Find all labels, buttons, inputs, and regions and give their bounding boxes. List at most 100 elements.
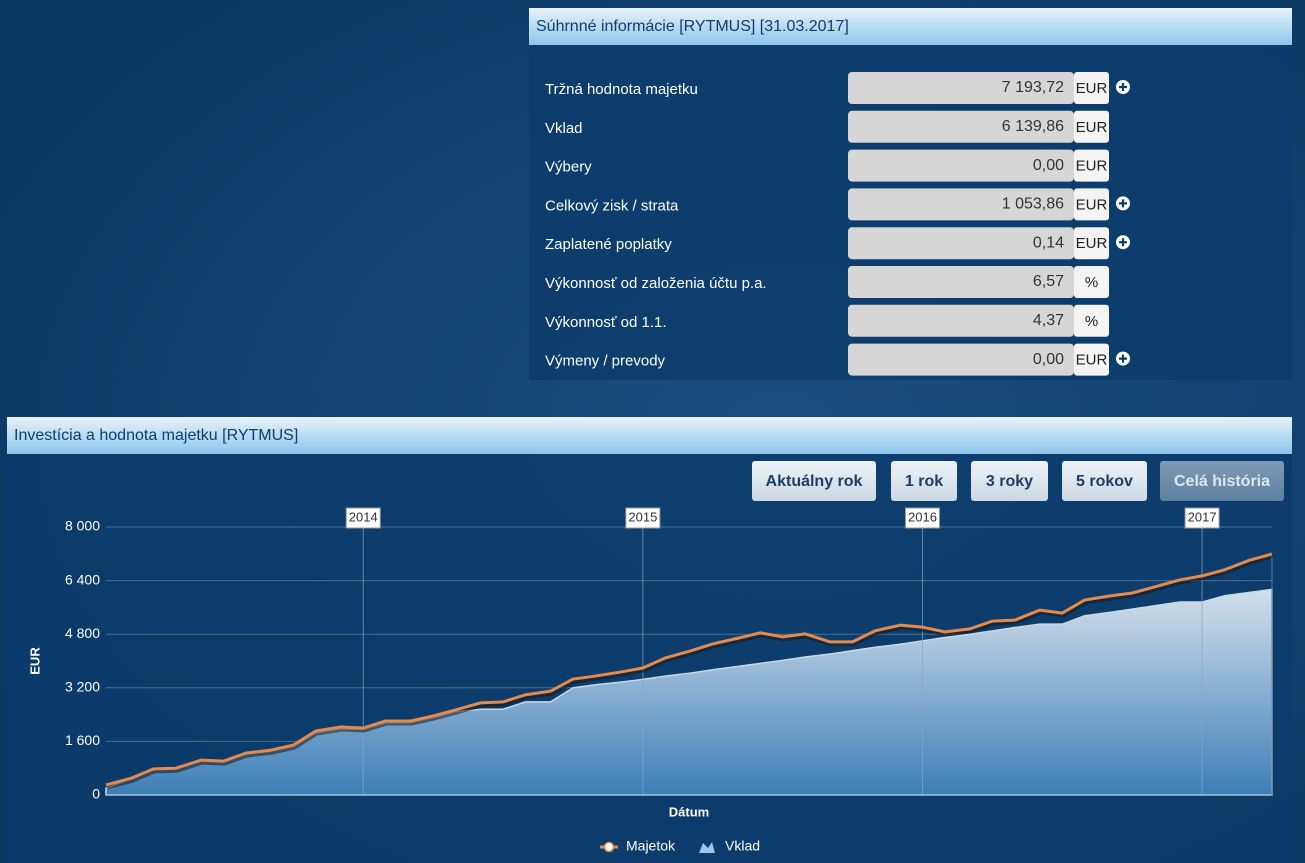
range-button[interactable]: 3 roky [971, 461, 1048, 501]
line-shadow [106, 553, 1274, 790]
value-box [848, 266, 1074, 298]
legend-label[interactable]: Vklad [725, 838, 760, 854]
x-tick-box [904, 507, 940, 529]
expand-button[interactable] [1116, 235, 1130, 250]
row-label: Výkonnosť od založenia účtu p.a. [545, 275, 767, 292]
summary-row: Výkonnosť od založenia účtu p.a. 6,57% [545, 266, 1109, 298]
expand-plus[interactable] [1119, 354, 1127, 363]
button-label[interactable]: 3 roky [986, 473, 1033, 490]
expand-button[interactable] [1116, 351, 1130, 366]
range-button[interactable]: Aktuálny rok [752, 461, 876, 501]
x-tick-label: 2014 [349, 509, 378, 524]
row-unit: EUR [1076, 119, 1108, 136]
expand-plus[interactable] [1119, 238, 1127, 247]
y-tick-label: 4 800 [65, 625, 100, 641]
expand-plus[interactable] [1119, 199, 1127, 208]
value-box [848, 149, 1074, 182]
unit-box [1074, 343, 1109, 376]
summary-row: Zaplatené poplatky 0,14 EUR [545, 227, 1130, 260]
x-tick-label: 2015 [628, 509, 657, 524]
unit-box [1074, 266, 1109, 298]
row-label: Vklad [545, 120, 583, 137]
range-button[interactable]: 5 rokov [1062, 461, 1147, 501]
row-unit: EUR [1076, 196, 1108, 213]
value-box [848, 227, 1074, 260]
row-value: 4,37 [1033, 312, 1064, 329]
unit-box [1074, 227, 1109, 260]
unit-box [1074, 72, 1109, 104]
unit-box [1074, 110, 1109, 143]
value-box [848, 188, 1074, 221]
row-label: Zaplatené poplatky [545, 236, 672, 253]
panel-title: Investícia a hodnota majetku [RYTMUS] [14, 427, 298, 444]
x-tick-label: 2017 [1188, 509, 1217, 524]
panel-header [7, 417, 1292, 454]
unit-box [1074, 149, 1109, 182]
unit-box [1074, 304, 1109, 337]
line-series [105, 552, 1273, 787]
panel-title: Súhrnné informácie [RYTMUS] [31.03.2017] [536, 18, 849, 35]
button-bg[interactable] [752, 461, 876, 501]
button-label[interactable]: 1 rok [905, 473, 943, 490]
row-unit: EUR [1076, 158, 1108, 175]
legend-marker[interactable] [603, 841, 615, 853]
row-value: 1 053,86 [1002, 196, 1064, 213]
expand-plus[interactable] [1119, 83, 1127, 91]
row-label: Výmeny / prevody [545, 353, 666, 370]
row-value: 7 193,72 [1002, 79, 1064, 96]
button-label[interactable]: Celá história [1174, 473, 1270, 490]
row-value: 6 139,86 [1002, 118, 1064, 135]
row-unit: EUR [1076, 80, 1108, 97]
value-box [848, 343, 1074, 376]
y-tick-label: 6 400 [65, 571, 100, 587]
y-axis-title: EUR [27, 647, 42, 675]
button-label[interactable]: Aktuálny rok [766, 473, 863, 490]
legend-area[interactable] [699, 842, 716, 853]
value-box [848, 110, 1074, 143]
expand-button[interactable] [1116, 196, 1130, 211]
x-tick-box [625, 507, 661, 529]
summary-row: Výkonnosť od 1.1. 4,37% [545, 304, 1109, 337]
row-unit: % [1085, 274, 1098, 291]
row-label: Výkonnosť od 1.1. [545, 314, 667, 331]
y-tick-label: 3 200 [65, 679, 100, 695]
x-tick-box [1184, 507, 1220, 529]
summary-row: Celkový zisk / strata 1 053,86 EUR [545, 188, 1130, 221]
row-label: Celkový zisk / strata [545, 197, 679, 214]
row-value: 0,14 [1033, 234, 1064, 251]
value-box [848, 72, 1074, 104]
expand-button[interactable] [1116, 80, 1130, 94]
range-button[interactable]: Celá história [1160, 461, 1284, 501]
row-label: Tržná hodnota majetku [545, 81, 698, 98]
button-bg[interactable] [1160, 461, 1284, 501]
row-label: Výbery [545, 159, 592, 176]
button-bg[interactable] [971, 461, 1048, 501]
summary-row: Výmeny / prevody 0,00 EUR [545, 343, 1130, 376]
value-box [848, 304, 1074, 337]
legend-label[interactable]: Majetok [626, 838, 676, 854]
legend-item[interactable]: Vklad [699, 838, 760, 854]
x-tick-box [345, 507, 381, 529]
x-tick-label: 2016 [908, 509, 937, 524]
range-button[interactable]: 1 rok [891, 461, 957, 501]
y-tick-label: 1 600 [65, 732, 100, 748]
y-tick-label: 8 000 [65, 518, 100, 534]
x-axis-title: Dátum [669, 804, 709, 819]
row-unit: % [1085, 313, 1098, 330]
summary-row: Výbery 0,00 EUR [545, 149, 1109, 182]
panel-header [529, 8, 1292, 45]
button-label[interactable]: 5 rokov [1076, 473, 1133, 490]
row-unit: EUR [1076, 352, 1108, 369]
button-bg[interactable] [891, 461, 957, 501]
unit-box [1074, 188, 1109, 221]
legend-item[interactable]: Majetok [600, 838, 676, 854]
summary-row: Vklad 6 139,86 EUR [545, 110, 1109, 143]
button-bg[interactable] [1062, 461, 1147, 501]
y-tick-label: 0 [92, 786, 100, 802]
summary-row: Tržná hodnota majetku 7 193,72 EUR [545, 72, 1130, 104]
row-value: 6,57 [1033, 273, 1064, 290]
row-value: 0,00 [1033, 351, 1064, 368]
row-value: 0,00 [1033, 157, 1064, 174]
